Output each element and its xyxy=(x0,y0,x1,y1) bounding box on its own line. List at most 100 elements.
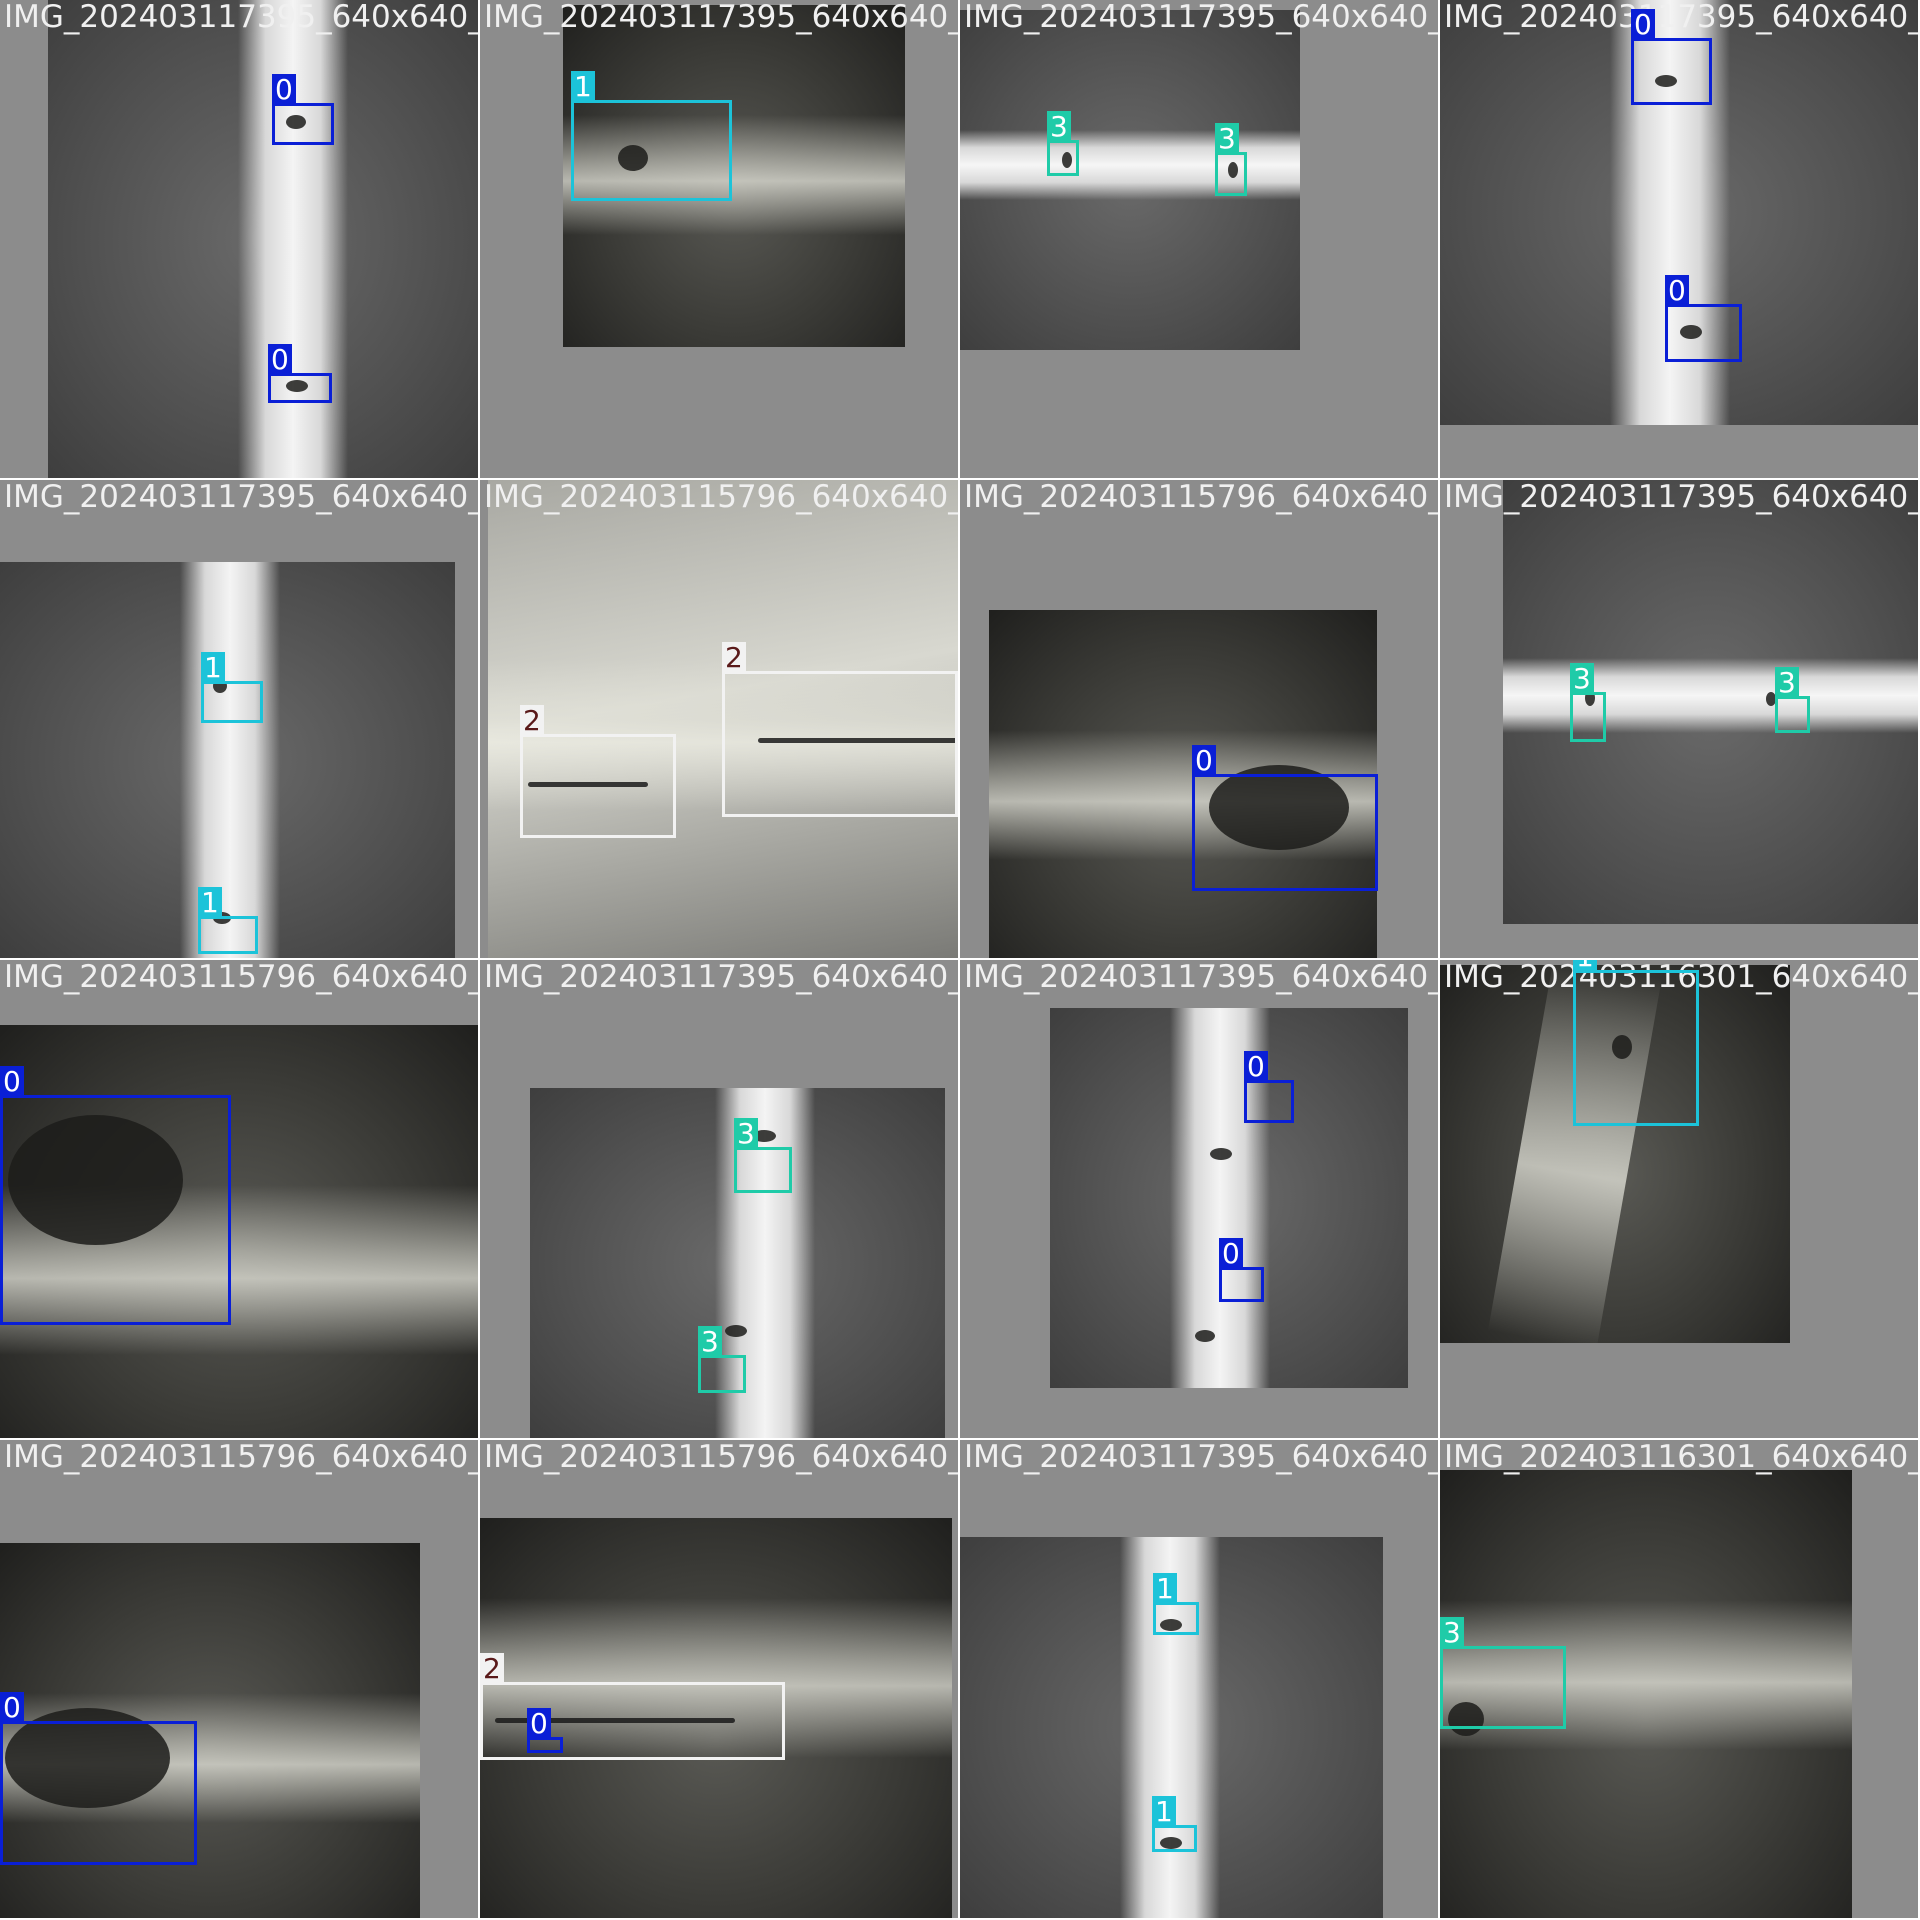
bbox-class-0: 0 xyxy=(0,1066,231,1325)
defect-mark xyxy=(286,115,306,129)
bbox-class-2: 2 xyxy=(722,642,958,817)
tile-filename: IMG_202403115796_640x640_jpg.rf.2463a106… xyxy=(4,1440,478,1475)
bbox-label: 2 xyxy=(480,1653,504,1685)
mosaic-tile: IMG_202403117395_640x640_jpg.rf.0290311c… xyxy=(960,1440,1438,1918)
weld-seam xyxy=(180,562,280,958)
weld-seam xyxy=(1503,658,1918,733)
defect-mark xyxy=(758,738,958,743)
bbox-class-3: 3 xyxy=(698,1326,746,1393)
bbox-class-0: 0 xyxy=(1631,9,1712,105)
defect-mark xyxy=(618,145,648,171)
bbox-class-0: 0 xyxy=(1192,745,1378,891)
defect-mark xyxy=(1209,765,1349,850)
bbox-label: 0 xyxy=(272,74,296,106)
weld-seam xyxy=(480,1598,952,1758)
bbox-label: 1 xyxy=(1152,1796,1176,1828)
tile-filename: IMG_202403115796_640x640_jpg.rf.2405f236… xyxy=(484,480,958,515)
defect-mark xyxy=(1585,690,1595,706)
tile-filename: IMG_202403117395_640x640_jpg.rf.2463a106… xyxy=(4,0,478,35)
xray-photo xyxy=(0,1543,420,1918)
grid-divider xyxy=(0,1438,1920,1440)
mosaic-tile: IMG_202403117395_640x640_jpg.rf.24240771… xyxy=(960,0,1438,478)
defect-mark xyxy=(1160,1837,1182,1849)
xray-photo xyxy=(480,1518,952,1918)
mosaic-tile: IMG_202403115796_640x640_jpg.rf.2405f236… xyxy=(480,480,958,958)
xray-photo xyxy=(563,5,905,347)
bbox-class-1: 1 xyxy=(198,887,258,954)
bbox-label: 3 xyxy=(698,1326,722,1358)
mosaic-tile: IMG_202403117395_640x640_jpg.rf.2463a106… xyxy=(0,480,478,958)
grid-divider xyxy=(478,0,480,1920)
tile-filename: IMG_202403117395_640x640_jpg.rf.24092142… xyxy=(1444,480,1918,515)
tile-filename: IMG_202403117395_640x640_jpg.rf.24101293… xyxy=(1444,0,1918,35)
xray-photo xyxy=(1440,965,1790,1343)
bbox-label: 0 xyxy=(1244,1051,1268,1083)
grid-divider xyxy=(0,478,1920,480)
bbox-label: 0 xyxy=(0,1692,24,1724)
bbox-label: 3 xyxy=(734,1118,758,1150)
tile-filename: IMG_202403117395_640x640_jpg.rf.0290311c… xyxy=(964,1440,1438,1475)
weld-seam xyxy=(238,0,348,478)
bbox-class-3: 3 xyxy=(1047,111,1079,176)
xray-photo xyxy=(1503,480,1918,924)
tile-filename: IMG_202403117395_640x640_jpg.rf.2463a106… xyxy=(4,480,478,515)
defect-mark xyxy=(725,1325,747,1337)
mosaic-tile: IMG_202403117395_640x640_jpg.rf.24092142… xyxy=(1440,480,1918,958)
bbox-class-0: 0 xyxy=(1244,1051,1294,1123)
defect-mark xyxy=(1210,1148,1232,1160)
mosaic-tile: IMG_202403115796_640x640_jpg.rf.24034156… xyxy=(480,1440,958,1918)
bbox-class-3: 3 xyxy=(1215,123,1247,196)
bbox-label: 1 xyxy=(1573,960,1597,973)
bbox-class-0: 0 xyxy=(268,344,332,403)
bbox-label: 0 xyxy=(1631,9,1655,41)
bbox-label: 3 xyxy=(1047,111,1071,143)
tile-filename: IMG_202403116301_640x640_jpg.rf.24079163… xyxy=(1444,960,1918,995)
grid-divider xyxy=(0,958,1920,960)
tile-filename: IMG_202403116301_640x640_jpg.rf.2240762a… xyxy=(1444,1440,1918,1475)
tile-filename: IMG_202403117395_640x640_jpg.rf.2463a106… xyxy=(484,0,958,35)
bbox-label: 2 xyxy=(520,705,544,737)
defect-mark xyxy=(1680,325,1702,339)
bbox-label: 3 xyxy=(1215,123,1239,155)
bbox-class-2: 2 xyxy=(520,705,676,838)
mosaic-tile: IMG_202403117395_640x640_jpg.rf.2463a106… xyxy=(0,0,478,478)
bbox-label: 0 xyxy=(1665,275,1689,307)
bbox-label: 3 xyxy=(1570,663,1594,695)
weld-seam xyxy=(563,115,905,235)
bbox-label: 0 xyxy=(1192,745,1216,777)
bbox-class-1: 1 xyxy=(1573,960,1699,1126)
bbox-label: 3 xyxy=(1440,1617,1464,1649)
bbox-label: 1 xyxy=(198,887,222,919)
mosaic-tile: IMG_202403117395_640x640_jpg.rf.24031743… xyxy=(960,960,1438,1438)
xray-photo xyxy=(989,610,1377,958)
defect-mark xyxy=(1195,1330,1215,1342)
mosaic-tile: IMG_202403117395_640x640_jpg.rf.2463a106… xyxy=(480,0,958,478)
bbox-class-3: 3 xyxy=(734,1118,792,1193)
bbox-class-1: 1 xyxy=(1153,1573,1199,1635)
mosaic-tile: IMG_202403117395_640x640_jpg.rf.2408e171… xyxy=(480,960,958,1438)
bbox-class-0: 0 xyxy=(1665,275,1742,362)
bbox-class-0: 0 xyxy=(272,74,334,145)
tile-filename: IMG_202403117395_640x640_jpg.rf.24031743… xyxy=(964,960,1438,995)
defect-mark xyxy=(5,1708,170,1808)
bbox-class-3: 3 xyxy=(1775,667,1810,733)
bbox-class-3: 3 xyxy=(1440,1617,1566,1729)
xray-photo xyxy=(48,0,478,478)
bbox-class-1: 1 xyxy=(201,652,263,723)
bbox-class-0: 0 xyxy=(0,1692,197,1865)
bbox-class-0: 0 xyxy=(527,1708,563,1753)
defect-mark xyxy=(752,1130,776,1142)
bbox-label: 3 xyxy=(1775,667,1799,699)
tile-filename: IMG_202403115796_640x640_jpg.rf.02888f1f… xyxy=(964,480,1438,515)
mosaic-tile: IMG_202403116301_640x640_jpg.rf.24079163… xyxy=(1440,960,1918,1438)
defect-mark xyxy=(1228,162,1238,178)
bbox-class-1: 1 xyxy=(571,71,732,201)
defect-mark xyxy=(1160,1619,1182,1631)
xray-photo xyxy=(0,1025,478,1438)
defect-mark xyxy=(1655,75,1677,87)
bbox-class-3: 3 xyxy=(1570,663,1606,742)
defect-mark xyxy=(286,380,308,392)
tile-filename: IMG_202403115796_640x640_jpg.rf.24034156… xyxy=(484,1440,958,1475)
bbox-label: 1 xyxy=(571,71,595,103)
